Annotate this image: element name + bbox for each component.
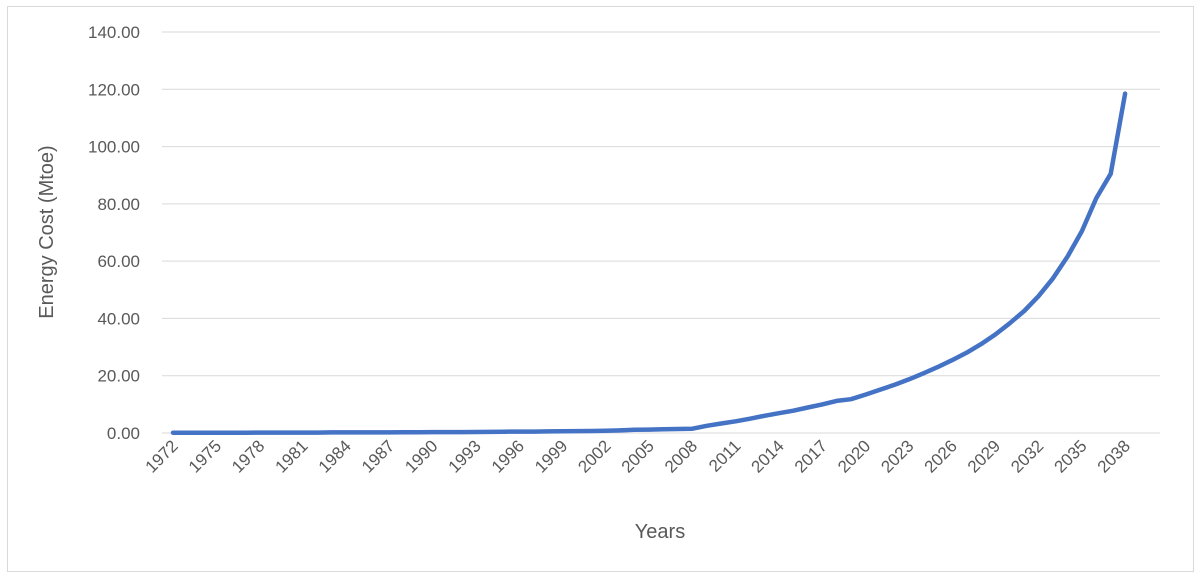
y-tick-label: 120.00	[88, 80, 140, 99]
x-tick-label: 1993	[445, 436, 485, 476]
x-tick-label: 2014	[748, 436, 788, 476]
y-tick-label: 100.00	[88, 138, 140, 157]
y-axis-ticks: 0.00 20.00 40.00 60.00 80.00 100.00 120.00 140.…	[88, 23, 140, 443]
x-tick-label: 1987	[358, 436, 398, 476]
x-tick-label: 1990	[401, 436, 441, 476]
x-axis-ticks: 1972 1975 1978 1981 1984 1987 1990 1993 1996 1999…	[142, 436, 1134, 476]
x-tick-label: 2020	[834, 436, 874, 476]
x-tick-label: 1975	[185, 436, 225, 476]
x-tick-label: 2035	[1051, 436, 1091, 476]
x-tick-label: 2038	[1094, 436, 1134, 476]
gridlines	[162, 31, 1160, 434]
x-tick-label: 2032	[1007, 436, 1047, 476]
x-tick-label: 1981	[271, 436, 311, 476]
x-tick-label: 1996	[488, 436, 528, 476]
y-tick-label: 20.00	[97, 367, 140, 386]
x-tick-label: 2023	[877, 436, 917, 476]
x-tick-label: 2029	[964, 436, 1004, 476]
y-tick-label: 0.00	[107, 424, 140, 443]
x-tick-label: 1984	[315, 436, 355, 476]
chart-frame	[7, 6, 1194, 572]
y-axis-title: Energy Cost (Mtoe)	[36, 145, 58, 318]
y-tick-label: 140.00	[88, 23, 140, 42]
x-tick-label: 2026	[921, 436, 961, 476]
y-tick-label: 60.00	[97, 252, 140, 271]
x-tick-label: 2005	[618, 436, 658, 476]
x-tick-label: 2008	[661, 436, 701, 476]
x-tick-label: 2017	[791, 436, 831, 476]
x-tick-label: 1972	[142, 436, 182, 476]
x-tick-label: 1999	[531, 436, 571, 476]
series-line-0	[170, 91, 1128, 435]
x-axis-title: Years	[635, 521, 685, 543]
x-tick-label: 2002	[574, 436, 614, 476]
y-tick-label: 80.00	[97, 195, 140, 214]
x-tick-label: 1978	[228, 436, 268, 476]
y-tick-label: 40.00	[97, 309, 140, 328]
series-group	[170, 91, 1128, 435]
x-tick-label: 2011	[705, 436, 744, 475]
